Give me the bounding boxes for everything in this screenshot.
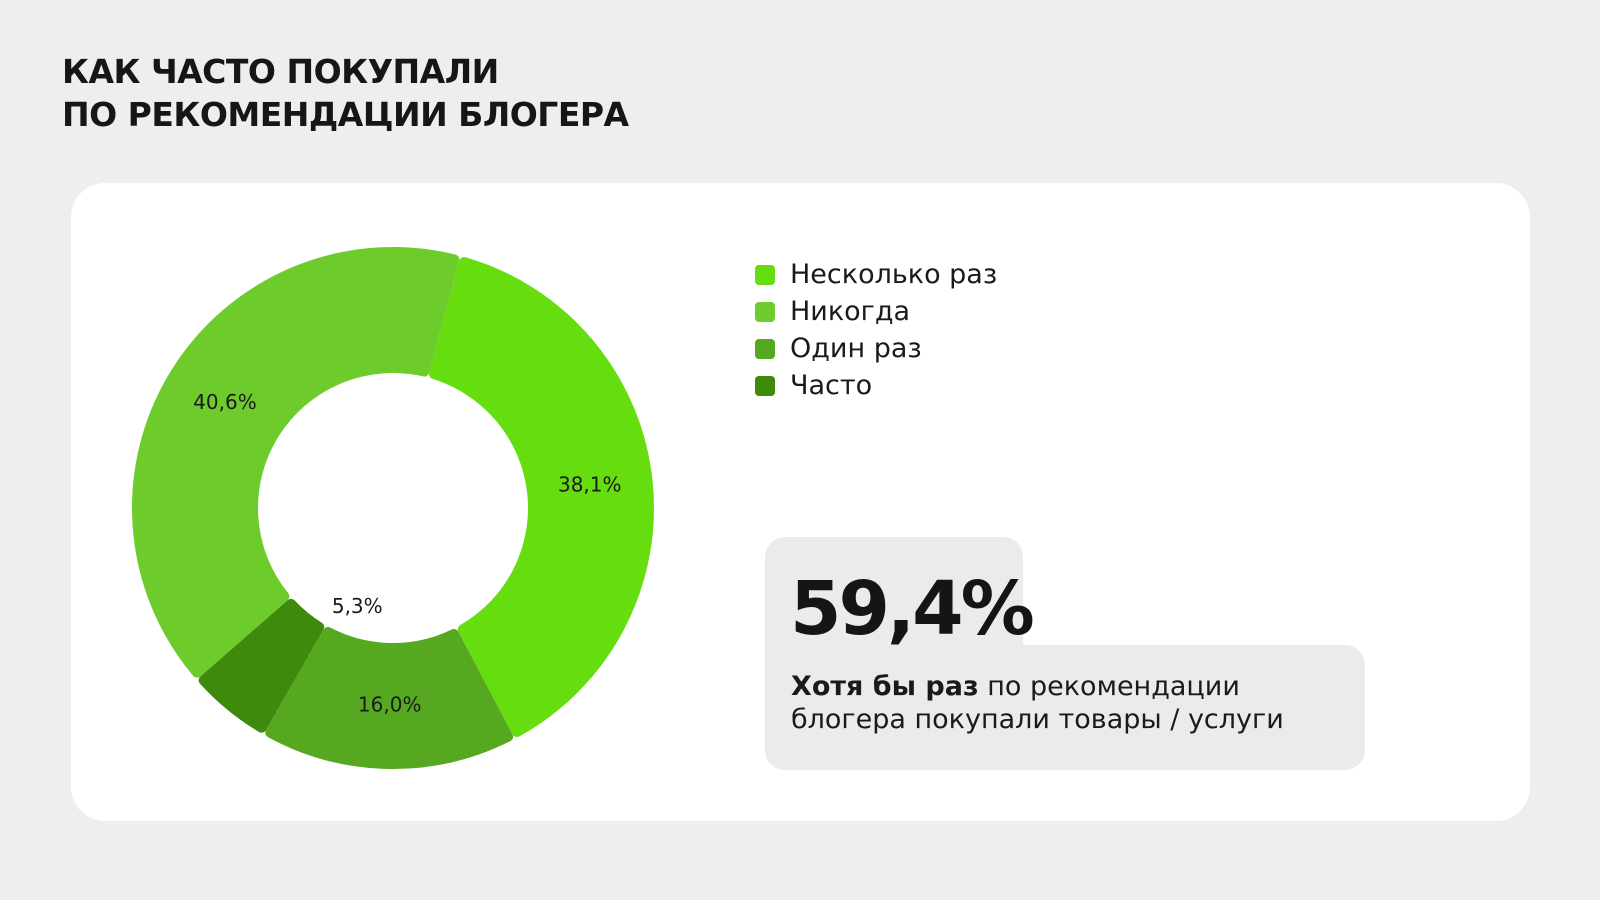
highlight-description: Хотя бы раз по рекомендации блогера поку… — [791, 670, 1361, 736]
legend-item-once: Один раз — [755, 330, 997, 367]
slice-label-often: 5,3% — [332, 594, 383, 618]
legend-item-often: Часто — [755, 367, 997, 404]
legend-label-once: Один раз — [790, 333, 922, 364]
highlight-description-bold: Хотя бы раз — [791, 671, 979, 702]
legend-swatch-never — [755, 301, 775, 322]
highlight-box-top — [765, 537, 1023, 665]
page-title: КАК ЧАСТО ПОКУПАЛИ ПО РЕКОМЕНДАЦИИ БЛОГЕ… — [62, 50, 962, 136]
slice-label-once: 16,0% — [358, 692, 422, 716]
legend-swatch-once — [755, 338, 775, 359]
legend-swatch-often — [755, 375, 775, 396]
slice-label-never: 40,6% — [193, 390, 257, 414]
slice-several-times — [429, 257, 654, 737]
legend-swatch-several-times — [755, 264, 775, 285]
highlight-description-rest: по рекомендации блогера покупали товары … — [791, 671, 1284, 735]
slice-often — [198, 598, 325, 733]
legend-item-several-times: Несколько раз — [755, 256, 997, 293]
page-title-line-1: КАК ЧАСТО ПОКУПАЛИ — [62, 52, 499, 91]
chart-legend: Несколько раз Никогда Один раз Часто — [755, 256, 997, 404]
slice-once — [265, 626, 514, 769]
donut-chart: 38,1% 16,0% 5,3% 40,6% — [132, 247, 654, 769]
page-title-line-2: ПО РЕКОМЕНДАЦИИ БЛОГЕРА — [62, 95, 629, 134]
slice-label-several-times: 38,1% — [558, 472, 622, 496]
legend-label-several-times: Несколько раз — [790, 259, 998, 290]
legend-label-never: Никогда — [790, 296, 911, 327]
slice-never — [132, 247, 460, 678]
highlight-value: 59,4% — [790, 566, 1035, 652]
highlight-box-bottom — [765, 645, 1365, 770]
legend-item-never: Никогда — [755, 293, 997, 330]
legend-label-often: Часто — [790, 370, 873, 401]
